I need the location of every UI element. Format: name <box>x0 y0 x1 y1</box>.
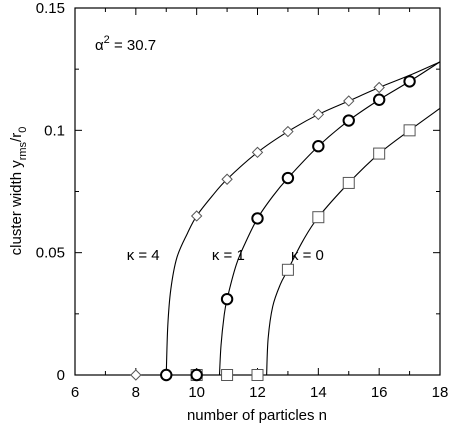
data-point-diamond <box>343 95 355 107</box>
data-point-square <box>373 147 386 160</box>
data-point-square <box>403 124 416 137</box>
data-point-circle <box>160 368 173 382</box>
data-point-diamond <box>221 173 233 185</box>
data-point-square <box>251 369 264 381</box>
y-axis-title-tail: /r <box>8 133 25 142</box>
x-tick-label: 12 <box>249 384 266 401</box>
data-point-circle <box>372 93 386 106</box>
series-labels: κ = 4 κ = 1 κ = 0 <box>127 247 324 264</box>
data-point-circle <box>190 368 203 382</box>
series-markers <box>130 75 416 382</box>
data-point-diamond <box>130 369 142 381</box>
y-tick-label: 0.05 <box>36 245 65 262</box>
x-tick-label: 14 <box>310 384 327 401</box>
y-axis-title-sub: rms <box>17 141 29 160</box>
alpha-exponent: 2 <box>104 34 110 46</box>
series-curves <box>165 61 440 375</box>
series-label: κ = 4 <box>127 247 160 264</box>
alpha-value: = 30.7 <box>110 37 156 54</box>
data-point-square <box>221 369 234 381</box>
data-point-diamond <box>251 146 264 159</box>
y-tick-label: 0.1 <box>44 122 65 139</box>
series-label: κ = 1 <box>212 247 245 264</box>
x-tick-label: 10 <box>188 384 205 401</box>
data-point-square <box>281 263 294 276</box>
data-point-circle <box>281 171 295 185</box>
data-point-circle <box>312 140 325 153</box>
data-point-circle <box>403 75 416 88</box>
alpha-annotation: α2 = 30.7 <box>95 34 156 54</box>
axis-ticks <box>74 7 441 376</box>
y-tick-label: 0.15 <box>36 0 65 17</box>
x-tick-label: 8 <box>132 384 140 401</box>
series-line-2 <box>266 107 440 375</box>
data-point-square <box>312 211 325 224</box>
data-point-circle <box>251 212 264 225</box>
x-tick-label: 18 <box>432 384 449 401</box>
plot-frame <box>74 7 441 376</box>
data-point-diamond <box>312 108 325 121</box>
data-point-diamond <box>282 125 294 138</box>
data-point-square <box>342 176 355 189</box>
data-point-circle <box>220 292 234 306</box>
data-point-diamond <box>190 210 203 222</box>
data-point-diamond <box>373 81 385 94</box>
series-line-0 <box>165 61 440 375</box>
alpha-symbol: α <box>95 37 104 54</box>
x-tick-label: 16 <box>371 384 388 401</box>
y-axis-title-main: cluster width y <box>8 160 25 256</box>
y-tick-label: 0 <box>57 367 65 384</box>
x-tick-label: 6 <box>71 384 79 401</box>
data-point-circle <box>342 114 355 127</box>
y-axis-title-tail-sub: 0 <box>17 127 29 133</box>
series-label: κ = 0 <box>291 247 324 264</box>
y-axis-title: cluster width yrms/r0 <box>8 127 29 256</box>
tick-labels: 6 8 10 12 14 16 18 0 0.05 0.1 0.15 <box>36 0 449 401</box>
x-axis-title: number of particles n <box>187 407 327 424</box>
